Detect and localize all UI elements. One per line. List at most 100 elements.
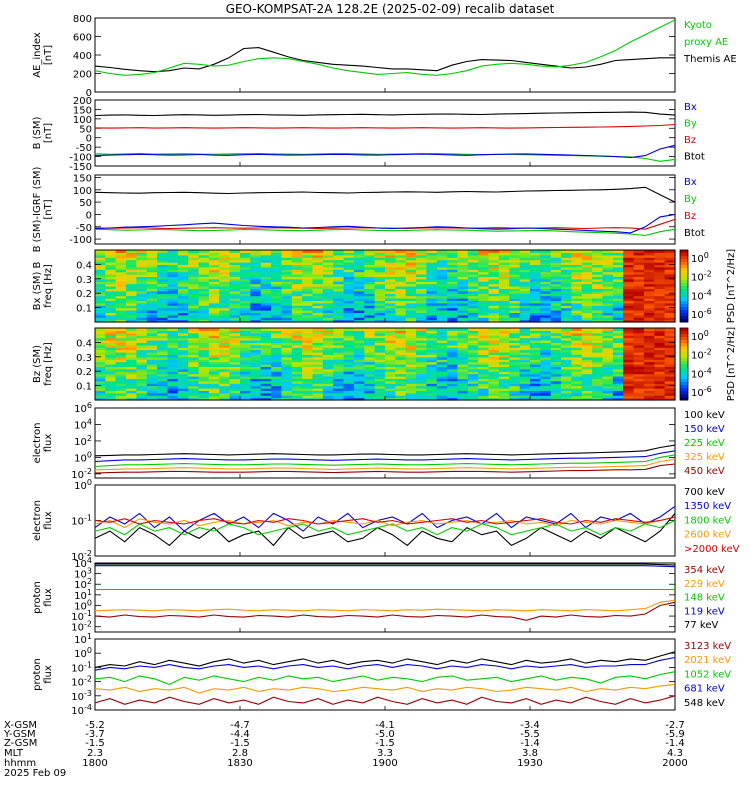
spectrogram-cell: [509, 395, 521, 399]
spectrogram-cell: [157, 295, 169, 299]
spectrogram-cell: [447, 340, 459, 343]
spectrogram-cell: [509, 371, 521, 375]
spectrogram-cell: [95, 395, 106, 399]
spectrogram-cell: [167, 354, 179, 358]
spectrogram-cell: [374, 250, 386, 253]
spectrogram-cell: [260, 250, 272, 253]
spectrogram-cell: [509, 392, 521, 396]
spectrogram-cell: [550, 293, 562, 297]
spectrogram-cell: [374, 310, 386, 313]
spectrogram-cell: [208, 295, 220, 299]
spectrogram-cell: [281, 250, 293, 253]
spectrogram-cell: [353, 262, 365, 265]
spectrogram-cell: [664, 307, 676, 311]
y-axis-label: B (SM) [nT]: [32, 116, 54, 149]
spectrogram-cell: [167, 274, 179, 277]
spectrogram-cell: [374, 276, 386, 280]
spectrogram-cell: [281, 281, 293, 285]
spectrogram-cell: [623, 266, 635, 270]
spectrogram-cell: [540, 314, 552, 318]
spectrogram-cell: [664, 319, 676, 323]
spectrogram-cell: [343, 330, 355, 334]
spectrogram-cell: [436, 269, 448, 273]
spectrogram-cell: [322, 276, 334, 280]
spectrogram-cell: [95, 376, 106, 379]
spectrogram-cell: [519, 352, 531, 355]
spectrogram-cell: [540, 380, 552, 384]
spectrogram-cell: [271, 383, 283, 387]
spectrogram-cell: [664, 344, 676, 348]
spectrogram-cell: [271, 352, 283, 355]
spectrogram-cell: [550, 312, 562, 316]
spectrogram-cell: [115, 361, 127, 365]
spectrogram-cell: [550, 319, 562, 323]
spectrogram-cell: [250, 278, 262, 282]
spectrogram-cell: [498, 356, 510, 360]
spectrogram-cell: [188, 378, 200, 382]
spectrogram-cell: [467, 330, 479, 334]
spectrogram-cell: [540, 262, 552, 265]
spectrogram-cell: [550, 340, 562, 343]
spectrogram-cell: [405, 319, 417, 323]
spectrogram-cell: [571, 395, 583, 399]
spectrogram-cell: [281, 271, 293, 275]
spectrogram-cell: [623, 295, 635, 299]
spectrogram-cell: [498, 252, 510, 256]
spectrogram-cell: [509, 293, 521, 297]
spectrogram-cell: [343, 335, 355, 339]
spectrogram-cell: [592, 298, 604, 301]
spectrogram-cell: [395, 347, 407, 351]
colorbar-segment: [680, 337, 688, 341]
spectrogram-cell: [498, 373, 510, 377]
spectrogram-cell: [302, 342, 314, 346]
spectrogram-cell: [146, 328, 158, 331]
spectrogram-cell: [343, 378, 355, 382]
spectrogram-cell: [250, 361, 262, 365]
spectrogram-cell: [395, 300, 407, 304]
spectrogram-cell: [447, 359, 459, 363]
spectrogram-cell: [385, 378, 396, 382]
spectrogram-cell: [643, 274, 655, 277]
spectrogram-cell: [592, 317, 604, 321]
spectrogram-cell: [457, 271, 469, 275]
spectrogram-cell: [550, 295, 562, 299]
spectrogram-cell: [498, 388, 510, 391]
spectrogram-cell: [198, 392, 210, 396]
spectrogram-cell: [343, 302, 355, 306]
spectrogram-cell: [167, 290, 179, 294]
spectrogram-cell: [405, 361, 417, 365]
spectrogram-cell: [271, 349, 283, 353]
spectrogram-cell: [612, 335, 624, 339]
spectrogram-cell: [447, 288, 459, 292]
spectrogram-cell: [664, 259, 676, 263]
spectrogram-cell: [498, 376, 510, 379]
spectrogram-cell: [509, 337, 521, 341]
spectrogram-cell: [467, 359, 479, 363]
spectrogram-cell: [519, 305, 531, 309]
spectrogram-cell: [208, 305, 220, 309]
spectrogram-cell: [364, 366, 376, 370]
spectrogram-cell: [95, 271, 106, 275]
spectrogram-cell: [260, 395, 272, 399]
spectrogram-cell: [177, 332, 189, 336]
spectrogram-cell: [95, 288, 106, 292]
spectrogram-cell: [530, 262, 541, 265]
x-axis-tick-x: -4.1: [375, 720, 395, 731]
spectrogram-cell: [395, 380, 407, 384]
spectrogram-cell: [602, 295, 614, 299]
spectrogram-cell: [540, 388, 552, 391]
spectrogram-cell: [250, 354, 262, 358]
spectrogram-cell: [550, 342, 562, 346]
legend-entry: 119 keV: [684, 606, 725, 617]
spectrogram-cell: [208, 340, 220, 343]
spectrogram-cell: [623, 349, 635, 353]
spectrogram-cell: [219, 385, 231, 389]
spectrogram-cell: [509, 271, 521, 275]
spectrogram-cell: [385, 302, 396, 306]
spectrogram-cell: [581, 298, 593, 301]
spectrogram-cell: [498, 359, 510, 363]
spectrogram-cell: [467, 262, 479, 265]
colorbar-frame: [679, 249, 689, 323]
spectrogram-cell: [426, 380, 438, 384]
legend-entry: 450 keV: [684, 466, 725, 477]
